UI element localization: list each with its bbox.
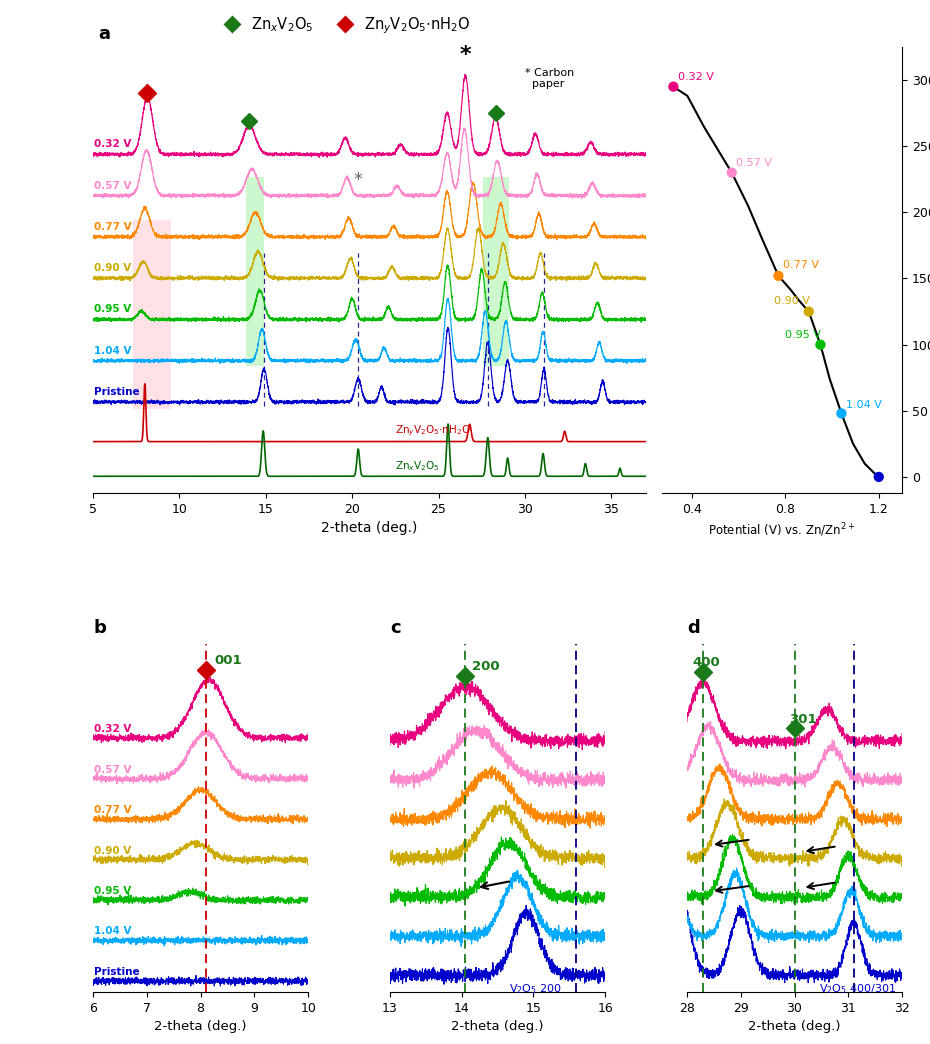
Text: 200: 200 (472, 660, 500, 673)
Text: 1.04 V: 1.04 V (94, 346, 131, 356)
Point (666, 78, 681, 95)
Text: 0.95 V: 0.95 V (94, 305, 131, 314)
Text: 0.32 V: 0.32 V (94, 139, 131, 149)
Text: 0.77 V: 0.77 V (94, 805, 132, 815)
Bar (246, 177, 264, 365)
X-axis label: 2-theta (deg.): 2-theta (deg.) (321, 521, 418, 536)
X-axis label: 2-theta (deg.): 2-theta (deg.) (154, 1020, 246, 1034)
Text: 0.57 V: 0.57 V (737, 158, 772, 168)
Text: * Carbon
  paper: * Carbon paper (525, 68, 574, 89)
Text: 301: 301 (790, 713, 817, 726)
Text: Pristine: Pristine (94, 387, 140, 397)
Text: 400: 400 (692, 657, 720, 669)
Text: 0.90 V: 0.90 V (94, 846, 131, 855)
Text: Pristine: Pristine (94, 967, 140, 977)
X-axis label: 2-theta (deg.): 2-theta (deg.) (749, 1020, 841, 1034)
Text: V$_2$O$_5$ 200: V$_2$O$_5$ 200 (509, 982, 562, 996)
X-axis label: Potential (V) vs. Zn/Zn$^{2+}$: Potential (V) vs. Zn/Zn$^{2+}$ (709, 521, 856, 539)
Point (724, 164, 739, 181)
Text: 0.95 V: 0.95 V (786, 330, 821, 340)
Legend: Zn$_x$V$_2$O$_5$, Zn$_y$V$_2$O$_5$$\cdot$nH$_2$O: Zn$_x$V$_2$O$_5$, Zn$_y$V$_2$O$_5$$\cdot… (211, 9, 477, 42)
Text: 0.95 V: 0.95 V (94, 886, 131, 896)
Text: *: * (353, 171, 363, 189)
Text: 1.04 V: 1.04 V (846, 400, 882, 410)
Text: V$_2$O$_5$ 400/301: V$_2$O$_5$ 400/301 (819, 982, 897, 996)
Point (813, 336, 828, 353)
Point (871, 469, 886, 485)
Bar (133, 220, 171, 408)
Bar (483, 177, 510, 365)
Point (834, 405, 849, 422)
Point (771, 267, 786, 284)
Text: c: c (390, 619, 401, 637)
Text: 0.90 V: 0.90 V (774, 295, 810, 306)
X-axis label: 2-theta (deg.): 2-theta (deg.) (451, 1020, 544, 1034)
Text: 0.77 V: 0.77 V (94, 222, 131, 232)
Text: 001: 001 (214, 655, 242, 667)
Text: a: a (99, 24, 111, 43)
Text: 0.57 V: 0.57 V (94, 181, 131, 191)
Text: 0.57 V: 0.57 V (94, 764, 131, 775)
Point (802, 303, 817, 319)
Text: b: b (93, 619, 106, 637)
Text: d: d (687, 619, 699, 637)
Text: 0.32 V: 0.32 V (94, 725, 131, 734)
Text: 0.77 V: 0.77 V (783, 260, 819, 270)
Text: Zn$_y$V$_2$O$_5$$\cdot$nH$_2$O: Zn$_y$V$_2$O$_5$$\cdot$nH$_2$O (395, 424, 472, 438)
Text: 0.90 V: 0.90 V (94, 263, 131, 274)
Text: *: * (459, 45, 472, 66)
Text: Zn$_x$V$_2$O$_5$: Zn$_x$V$_2$O$_5$ (395, 459, 440, 473)
Text: 1.04 V: 1.04 V (94, 926, 131, 936)
Text: 0.32 V: 0.32 V (678, 72, 714, 82)
